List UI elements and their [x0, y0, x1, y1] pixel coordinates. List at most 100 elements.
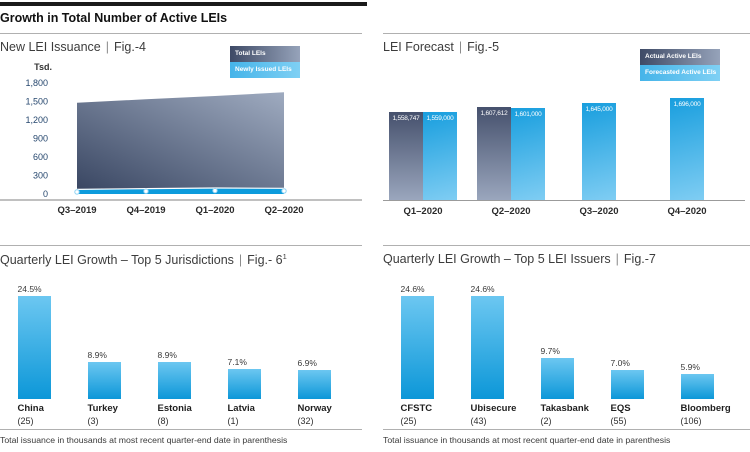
title-separator: |: [458, 40, 463, 54]
area-chart: 1,800 1,500 1,200 900 600 300 0 Q3–2019 Q4–2019 Q…: [0, 78, 362, 216]
x-tick-label: Q1–2020: [195, 205, 234, 216]
y-tick-label: 1,500: [25, 97, 48, 107]
bar-count-label: (32): [297, 416, 314, 426]
x-tick-label: Q2–2020: [491, 206, 531, 217]
bar-category-label: Estonia: [157, 403, 192, 414]
bar: [87, 362, 121, 399]
header-rule-bar: [0, 2, 367, 6]
data-point-marker: [74, 189, 80, 195]
data-point-marker: [212, 187, 218, 194]
bar-value-label: 1,645,000: [585, 106, 613, 113]
bar-count-label: (1): [227, 416, 239, 426]
bar-forecasted-active-leis: 1,601,000: [511, 108, 545, 200]
bar-forecasted-active-leis: 1,559,000: [423, 112, 457, 200]
title-separator: |: [615, 252, 619, 266]
newly-issued-line: [76, 188, 285, 194]
bar-count-label: (43): [470, 416, 487, 426]
fig-label: Fig.-7: [623, 252, 656, 266]
bar-actual-active-leis: 1,607,612: [477, 107, 511, 200]
x-axis-line: [383, 200, 745, 201]
bar-value-label: 1,601,000: [514, 111, 542, 118]
bar-value-label: 1,558,747: [392, 115, 420, 122]
x-tick-label: Q4–2020: [667, 206, 707, 217]
bar-category-label: Norway: [297, 403, 332, 414]
bar: [17, 296, 51, 399]
fig-footnote-marker: 1: [282, 252, 287, 261]
footnote-divider: [383, 429, 750, 430]
fig4-title: New LEI Issuance | Fig.-4: [0, 40, 146, 54]
bar-count-label: (8): [157, 416, 169, 426]
bar: [400, 296, 434, 399]
x-tick-label: Q2–2020: [264, 205, 303, 216]
y-tick-label: 900: [33, 134, 48, 144]
bar-count-label: (106): [680, 416, 702, 426]
bar: [540, 358, 574, 399]
bar-count-label: (25): [400, 416, 417, 426]
y-tick-label: 0: [43, 189, 48, 199]
panel-title: LEI Forecast: [383, 40, 454, 54]
bar-forecasted-active-leis: 1,645,000: [582, 103, 616, 200]
data-point-marker: [143, 188, 149, 194]
bar-value-label: 1,559,000: [426, 115, 454, 122]
bar-value-label: 1,607,612: [480, 110, 508, 117]
bar-percent-label: 24.5%: [17, 284, 42, 294]
bar-count-label: (25): [17, 416, 34, 426]
fig-label: Fig.-4: [114, 40, 146, 54]
bar: [297, 370, 331, 399]
y-tick-label: 1,800: [25, 78, 48, 88]
bar: [610, 370, 644, 399]
bar-count-label: (3): [87, 416, 99, 426]
bar-actual-active-leis: 1,558,747: [389, 112, 423, 200]
bar-category-label: China: [17, 403, 44, 414]
bar: [470, 296, 504, 399]
y-tick-label: 300: [33, 171, 48, 181]
x-tick-label: Q3–2019: [57, 205, 96, 216]
bar-count-label: (2): [540, 416, 552, 426]
bar-category-label: Turkey: [87, 403, 118, 414]
bar: [680, 374, 714, 399]
fig7-title: Quarterly LEI Growth – Top 5 LEI Issuers…: [383, 252, 656, 266]
legend-item-actual-active-leis: Actual Active LEIs: [640, 49, 720, 65]
panel-title: Quarterly LEI Growth – Top 5 LEI Issuers: [383, 252, 611, 266]
title-separator: |: [238, 253, 243, 268]
bar: [157, 362, 191, 399]
bar-percent-label: 7.1%: [227, 357, 247, 367]
fig5-panel: LEI Forecast | Fig.-5 Actual Active LEIs F…: [383, 33, 750, 246]
fig-label: Fig.-5: [467, 40, 500, 54]
fig-label: Fig.- 6: [247, 253, 283, 268]
bar-value-label: 1,696,000: [673, 101, 701, 108]
y-axis-unit-label: Tsd.: [34, 62, 52, 72]
x-tick-label: Q4–2019: [126, 205, 165, 216]
panel-title: New LEI Issuance: [0, 40, 101, 54]
bar-category-label: Bloomberg: [680, 403, 731, 414]
bar-category-label: Takasbank: [540, 403, 589, 414]
legend-item-total-leis: Total LEIs: [230, 46, 300, 62]
footnote: Total issuance in thousands at most rece…: [0, 435, 288, 445]
bar-percent-label: 8.9%: [157, 350, 177, 360]
legend-item-forecasted-active-leis: Forecasted Active LEIs: [640, 65, 720, 81]
bar-category-label: CFSTC: [400, 403, 433, 414]
page-title: Growth in Total Number of Active LEIs: [0, 11, 228, 25]
y-tick-label: 1,200: [25, 115, 48, 125]
bar-category-label: EQS: [610, 403, 631, 414]
fig7-panel: Quarterly LEI Growth – Top 5 LEI Issuers…: [383, 245, 750, 452]
bar-percent-label: 5.9%: [680, 362, 700, 372]
bar-forecasted-active-leis: 1,696,000: [670, 98, 704, 200]
bar-percent-label: 7.0%: [610, 358, 630, 368]
fig6-title: Quarterly LEI Growth – Top 5 Jurisdictio…: [0, 252, 287, 267]
y-tick-label: 600: [33, 152, 48, 162]
area-total-leis: [77, 92, 284, 189]
fig5-title: LEI Forecast | Fig.-5: [383, 40, 499, 54]
grouped-bar-chart: 1,558,747 1,559,000 1,607,612 1,601,000 1,64…: [383, 34, 745, 200]
legend-item-newly-issued-leis: Newly Issued LEIs: [230, 62, 300, 78]
x-tick-label: Q3–2020: [579, 206, 619, 217]
bar-percent-label: 9.7%: [540, 346, 560, 356]
bar-percent-label: 6.9%: [297, 358, 317, 368]
bar-chart: 24.5% 8.9% 8.9% 7.1% 6.9%: [0, 284, 362, 399]
bar-percent-label: 8.9%: [87, 350, 107, 360]
fig5-legend: Actual Active LEIs Forecasted Active LEI…: [640, 49, 720, 81]
x-tick-label: Q1–2020: [403, 206, 443, 217]
bar-count-label: (55): [610, 416, 627, 426]
fig4-panel: New LEI Issuance | Fig.-4 Total LEIs Newly…: [0, 33, 362, 246]
